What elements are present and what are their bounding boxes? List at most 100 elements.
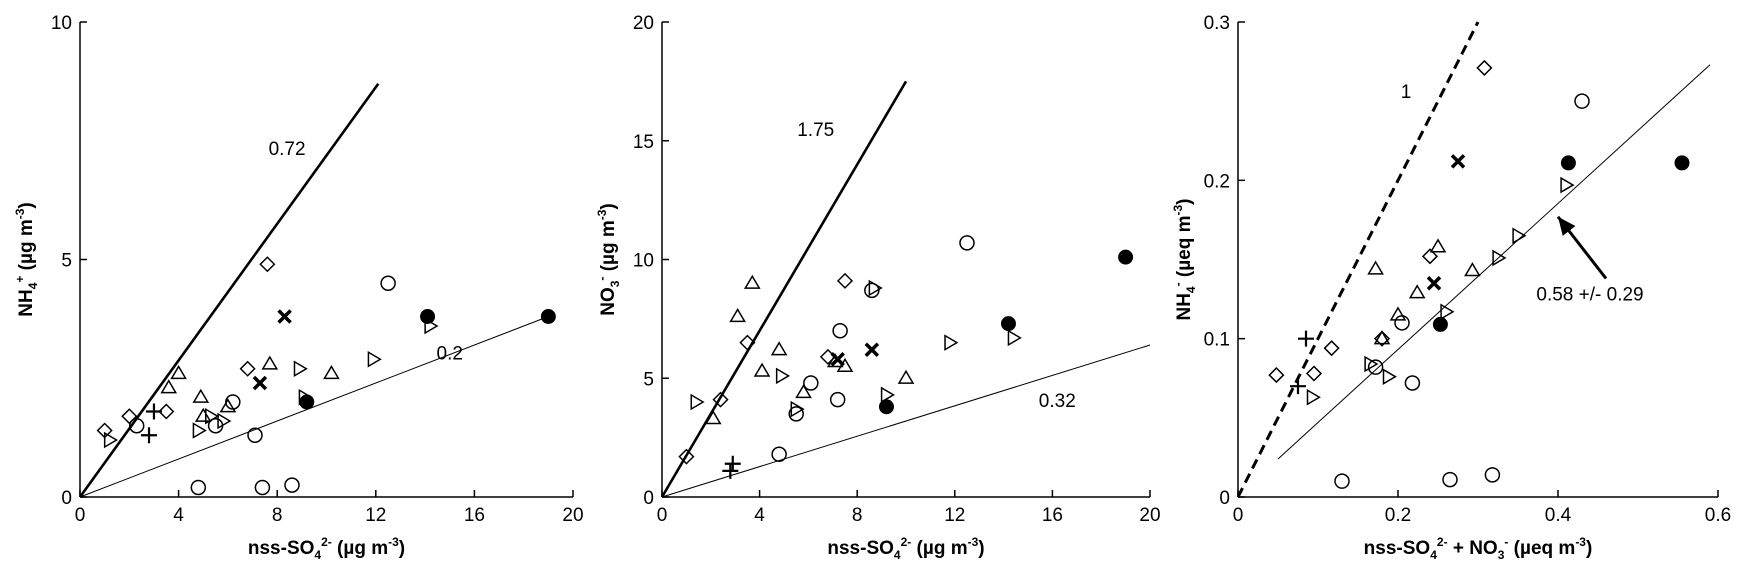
data-point-x — [1450, 154, 1466, 169]
x-tick-label: 12 — [365, 505, 386, 526]
data-point-circle-open — [959, 235, 975, 251]
data-point-plus — [145, 403, 162, 420]
data-point-triangle-up — [192, 388, 210, 403]
data-point-triangle-right — [103, 431, 119, 449]
data-point-circle-open — [225, 394, 241, 410]
data-point-circle-open — [1574, 93, 1590, 109]
data-point-triangle-right — [775, 367, 791, 385]
data-point-circle-open — [380, 275, 396, 291]
data-point-circle-open — [1442, 471, 1458, 488]
data-point-triangle-up — [1367, 260, 1384, 275]
data-point-triangle-right — [367, 350, 382, 368]
data-point-diamond — [1268, 367, 1285, 384]
data-point-diamond — [1421, 248, 1439, 265]
line-annotation: 0.58 +/- 0.29 — [1536, 285, 1643, 306]
data-point-diamond — [1373, 330, 1391, 347]
y-axis-title: NO3- (µg m-3) — [595, 203, 622, 316]
data-point-triangle-up — [704, 410, 722, 425]
data-point-triangle-right — [944, 334, 959, 351]
x-tick-label: 0 — [75, 505, 86, 526]
data-point-diamond — [259, 256, 276, 273]
data-point-x — [1426, 276, 1442, 291]
x-tick-label: 0.2 — [1385, 505, 1411, 526]
data-point-triangle-right — [192, 422, 207, 439]
data-point-circle-open — [832, 323, 848, 339]
data-point-triangle-right — [1382, 368, 1397, 385]
data-point-triangle-up — [1408, 284, 1426, 299]
data-point-circle-open — [1484, 467, 1501, 483]
x-tick-label: 0.6 — [1705, 505, 1731, 526]
x-axis-title: nss-SO42- (µg m-3) — [827, 535, 984, 562]
data-point-diamond — [836, 272, 854, 289]
data-point-diamond — [158, 403, 175, 420]
data-point-triangle-right — [1364, 355, 1379, 373]
data-point-circle-open — [254, 479, 271, 496]
data-point-circle-filled — [1560, 155, 1576, 171]
x-tick-label: 16 — [464, 505, 485, 526]
data-point-triangle-up — [770, 341, 788, 356]
data-point-triangle-right — [217, 412, 232, 430]
x-tick-label: 20 — [562, 505, 583, 526]
x-tick-label: 0.4 — [1545, 505, 1572, 526]
y-axis-title: NH4+ (µg m-3) — [13, 202, 40, 317]
y-tick-label: 10 — [51, 13, 72, 34]
data-point-triangle-up — [170, 365, 187, 380]
fit-line — [79, 316, 549, 498]
y-tick-label: 0 — [1219, 488, 1230, 509]
x-axis-title: nss-SO42- (µg m-3) — [248, 535, 405, 562]
data-point-triangle-up — [795, 384, 812, 399]
data-point-x — [830, 352, 845, 367]
data-point-triangle-up — [743, 274, 761, 289]
data-point-x — [252, 375, 268, 391]
data-point-triangle-up — [1464, 262, 1481, 277]
x-axis-title: nss-SO42- + NO3- (µeq m-3) — [1364, 535, 1593, 562]
data-point-triangle-up — [261, 355, 279, 370]
annotation-arrow-head — [1558, 216, 1576, 236]
x-tick-label: 0 — [657, 505, 668, 526]
data-point-diamond — [121, 408, 138, 425]
y-tick-label: 0.1 — [1204, 330, 1230, 351]
data-point-circle-open — [788, 406, 804, 422]
data-point-plus — [1290, 378, 1306, 395]
fit-line — [661, 344, 1151, 498]
chart-panel-1: 0 4 8 12 16 20 0 5 10 nss-SO42- (µg m-3) NH4+ (µg … — [13, 13, 584, 562]
data-point-triangle-right — [1007, 329, 1022, 347]
data-point-circle-open — [284, 477, 300, 493]
chart-panel-3: 0 0.2 0.4 0.6 0 0.1 0.2 0.3 nss-SO42- + NO3- (µe… — [1171, 13, 1731, 562]
data-point-triangle-up — [1429, 238, 1447, 253]
data-point-triangle-up — [219, 398, 237, 413]
fit-line — [660, 80, 908, 498]
line-annotation: 0.72 — [269, 139, 306, 160]
data-point-circle-filled — [299, 394, 315, 410]
data-point-circle-open — [829, 391, 846, 408]
x-tick-label: 20 — [1139, 505, 1160, 526]
fit-line — [1236, 21, 1480, 498]
y-tick-label: 0 — [643, 488, 654, 509]
data-point-triangle-up — [1389, 306, 1407, 321]
data-point-circle-open — [247, 427, 263, 443]
data-point-triangle-up — [753, 362, 771, 377]
line-annotation: 0.2 — [437, 343, 463, 364]
data-point-diamond — [739, 334, 756, 351]
data-point-diamond — [239, 360, 256, 377]
data-point-triangle-right — [1512, 227, 1527, 245]
data-point-circle-open — [128, 418, 145, 434]
data-point-circle-filled — [420, 309, 436, 324]
data-point-x — [277, 309, 292, 324]
data-point-x — [864, 342, 880, 357]
data-point-circle-open — [803, 375, 819, 391]
y-axis-title: NH4- (µeq m-3) — [1171, 198, 1198, 320]
chart-panel-2: 0 4 8 12 16 20 0 5 10 15 20 nss-SO42- (µg m-3) NO3- … — [595, 13, 1161, 562]
x-tick-label: 8 — [852, 505, 863, 526]
data-point-triangle-up — [160, 379, 178, 394]
data-point-diamond — [1305, 365, 1323, 382]
y-tick-label: 5 — [61, 251, 72, 272]
data-point-circle-open — [190, 479, 207, 496]
x-tick-label: 4 — [754, 505, 765, 526]
y-tick-label: 15 — [633, 132, 654, 153]
x-tick-label: 8 — [272, 505, 283, 526]
data-point-circle-filled — [878, 399, 894, 415]
y-tick-label: 10 — [633, 251, 654, 272]
data-point-triangle-right — [1560, 176, 1575, 194]
data-point-circle-open — [1404, 375, 1421, 391]
